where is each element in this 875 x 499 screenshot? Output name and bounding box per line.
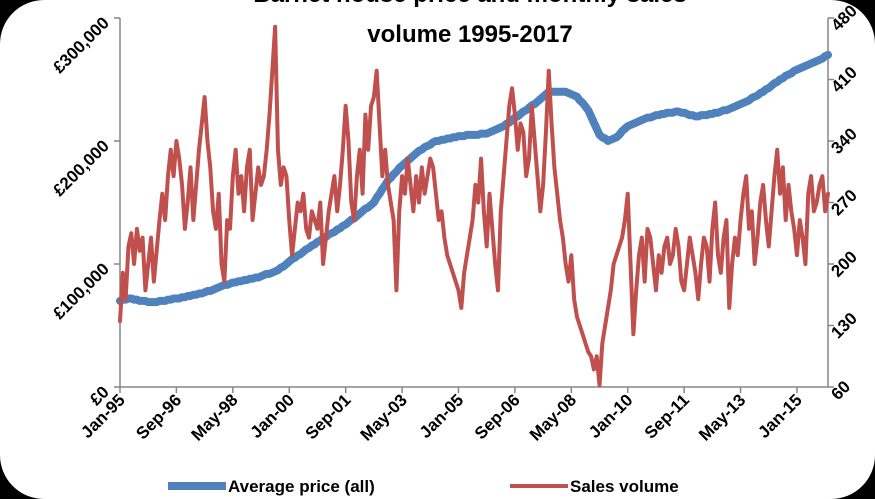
x-tick-label: Jan-10 <box>585 390 637 442</box>
x-tick-label: Jan-15 <box>754 390 806 442</box>
y2-tick-label: 60 <box>827 377 854 404</box>
chart-title: Barnet house price and monthly sales <box>253 0 686 8</box>
y2-tick-label: 340 <box>827 124 860 157</box>
y2-tick-label: 130 <box>827 309 860 342</box>
x-tick-label: Sep-96 <box>132 390 185 443</box>
x-tick-label: May-03 <box>357 390 411 444</box>
x-tick-label: May-13 <box>695 390 749 444</box>
chart-title: volume 1995-2017 <box>367 21 572 48</box>
legend-label: Average price (all) <box>228 477 375 496</box>
x-tick-label: Sep-01 <box>302 390 355 443</box>
y2-tick-label: 480 <box>827 1 860 34</box>
series-line <box>118 24 830 388</box>
series-line <box>116 50 832 307</box>
y-tick-label: £100,000 <box>49 259 113 323</box>
x-tick-label: May-98 <box>187 390 241 444</box>
y2-tick-label: 410 <box>827 63 860 96</box>
y2-tick-label: 270 <box>827 186 860 219</box>
x-tick-label: May-08 <box>526 390 580 444</box>
x-tick-label: Sep-06 <box>471 390 524 443</box>
x-tick-label: Sep-11 <box>641 390 693 442</box>
y-tick-label: £300,000 <box>49 13 113 77</box>
y-tick-label: £200,000 <box>49 136 113 200</box>
x-tick-label: Jan-05 <box>416 390 468 442</box>
y2-tick-label: 200 <box>827 247 860 280</box>
x-tick-label: Jan-00 <box>247 390 299 442</box>
legend-label: Sales volume <box>570 477 679 496</box>
